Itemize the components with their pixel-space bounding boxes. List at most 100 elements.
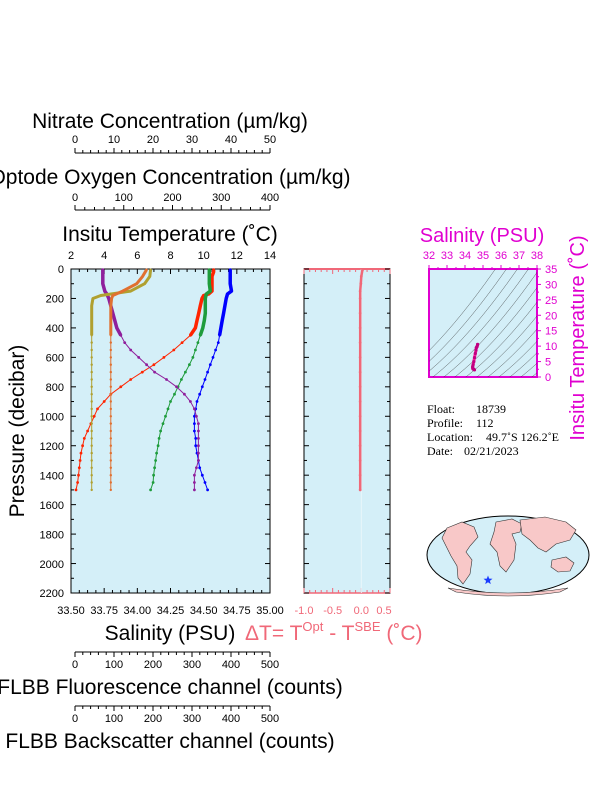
- backscatter-point: [109, 319, 113, 322]
- ts-salinity-tick-label: 36: [495, 250, 507, 262]
- temperature-axis: 2 4 6 8 10 12 14: [68, 250, 276, 262]
- fluorescence-axis: 0 100 200 300 400 500: [72, 651, 279, 671]
- salinity-tick-label: 34.50: [190, 605, 218, 617]
- temperature-point: [198, 304, 202, 308]
- ts-density-contour: [520, 362, 537, 377]
- delta-t-point: [358, 289, 362, 293]
- backscatter-point: [111, 294, 115, 297]
- delta-t-point: [358, 459, 362, 462]
- salinity-point: [224, 297, 228, 300]
- backscatter-point: [109, 370, 113, 374]
- location-label: Location:: [427, 430, 473, 444]
- ts-temperature-tick-label: 15: [545, 326, 557, 338]
- backscatter-point: [145, 268, 148, 271]
- delta-t-point: [358, 473, 362, 477]
- salinity-tick-label: 33.50: [57, 605, 85, 617]
- temperature-point: [212, 268, 216, 272]
- fluorescence-point: [90, 356, 93, 359]
- ts-salinity-tick-label: 34: [459, 250, 471, 262]
- delta-t-tick-label: 0.5: [376, 605, 391, 617]
- oxygen-point: [203, 311, 207, 315]
- backscatter-point: [141, 275, 144, 278]
- pressure-tick-label: 200: [46, 294, 64, 306]
- nitrate-point: [123, 341, 127, 344]
- fluorescence-point: [90, 437, 93, 440]
- backscatter-point: [109, 378, 113, 381]
- location-value: 49.7˚S 126.2˚E: [486, 430, 559, 444]
- nitrate-tick-label: 10: [108, 134, 120, 146]
- temperature-point: [82, 437, 86, 440]
- map-asia: [519, 516, 577, 553]
- fluorescence-point: [90, 393, 93, 396]
- nitrate-tick-label: 30: [186, 134, 198, 146]
- salinity-point: [214, 348, 218, 352]
- temperature-point: [172, 348, 176, 352]
- salinity-point: [198, 392, 202, 396]
- backscatter-tick-label: 400: [222, 713, 240, 725]
- pressure-tick-label: 600: [46, 353, 64, 365]
- delta-t-tick-label: 0.0: [354, 605, 369, 617]
- nitrate-point: [129, 348, 133, 352]
- ts-salinity-axis: 32 33 34 35 36 37 38: [423, 250, 543, 262]
- temperature-point: [194, 326, 197, 330]
- backscatter-point: [109, 429, 113, 433]
- nitrate-point: [101, 275, 105, 278]
- temperature-point: [74, 488, 78, 492]
- nitrate-tick-label: 40: [225, 134, 237, 146]
- ts-density-contour: [429, 269, 518, 372]
- ts-plot-area: [428, 268, 538, 378]
- ts-salinity-tick-label: 38: [531, 250, 543, 262]
- ts-temperature-axis: 35 30 25 20 15 10 5 0: [545, 264, 557, 384]
- oxygen-point: [164, 414, 167, 418]
- temperature-point: [119, 385, 123, 389]
- fluorescence-point: [90, 429, 93, 433]
- salinity-tick-label: 35.00: [256, 605, 284, 617]
- pressure-axis: 0 200 400 600 800 1000 1200 1400 1600 18…: [40, 264, 64, 600]
- delta-t-axis: -1.0 -0.5 0.0 0.5: [295, 605, 392, 617]
- backscatter-point: [109, 474, 113, 477]
- ts-density-contour: [432, 269, 529, 377]
- temperature-point: [195, 319, 199, 322]
- temperature-tick-label: 14: [264, 250, 276, 262]
- map-americas: [441, 521, 479, 585]
- fluorescence-point: [90, 451, 93, 455]
- nitrate-axis-title: Nitrate Concentration (µm/kg): [32, 110, 308, 133]
- oxygen-point: [149, 488, 153, 492]
- nitrate-point: [113, 319, 117, 322]
- ts-salinity-title: Salinity (PSU): [420, 225, 544, 247]
- fluorescence-point: [90, 312, 93, 315]
- oxygen-point: [173, 392, 176, 396]
- fluorescence-point: [90, 481, 93, 484]
- pressure-tick-label: 400: [46, 323, 64, 335]
- oxygen-point: [208, 289, 212, 293]
- delta-t-point: [358, 385, 362, 389]
- pressure-tick-label: 1000: [40, 412, 64, 424]
- backscatter-point: [109, 488, 113, 492]
- ts-temperature-title: Insitu Temperature (˚C): [567, 235, 589, 440]
- salinity-point: [222, 311, 226, 315]
- salinity-point: [194, 444, 198, 448]
- ts-temperature-tick-label: 20: [545, 310, 557, 322]
- backscatter-axis: 0 100 200 300 400 500: [72, 705, 279, 725]
- ts-temperature-tick-label: 25: [545, 295, 557, 307]
- backscatter-point: [109, 459, 113, 462]
- fluorescence-point: [90, 385, 93, 388]
- main-series-layer: [74, 268, 234, 492]
- backscatter-point: [109, 341, 113, 344]
- delta-t-point: [359, 275, 363, 278]
- main-plot-area: [70, 268, 271, 594]
- fluorescence-point: [90, 348, 93, 352]
- salinity-point: [223, 304, 227, 308]
- fluorescence-axis-title: FLBB Fluorescence channel (counts): [0, 676, 343, 699]
- nitrate-point: [107, 297, 111, 300]
- temperature-tick-label: 12: [231, 250, 243, 262]
- backscatter-point: [110, 297, 113, 300]
- delta-t-point: [358, 400, 362, 403]
- oxygen-point: [201, 326, 205, 330]
- salinity-point: [193, 429, 196, 433]
- pressure-tick-label: 0: [58, 264, 64, 276]
- ts-point: [472, 360, 476, 364]
- date-value: 02/21/2023: [464, 444, 519, 458]
- fluorescence-tick-label: 500: [261, 659, 279, 671]
- backscatter-point: [109, 422, 113, 425]
